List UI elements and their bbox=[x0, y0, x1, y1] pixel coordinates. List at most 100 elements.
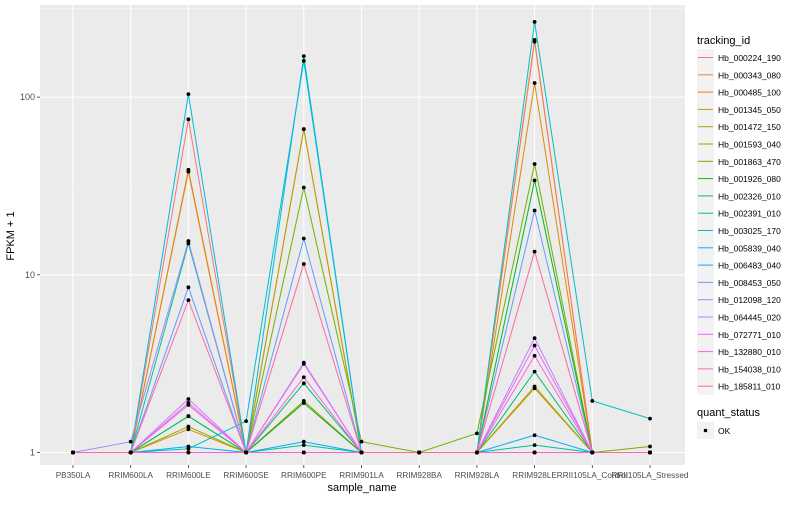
x-tick-label: RRIM600LA bbox=[108, 471, 153, 480]
data-point bbox=[186, 427, 191, 432]
data-point bbox=[71, 450, 75, 455]
legend-item-label: Hb_005839_040 bbox=[718, 243, 781, 253]
data-point bbox=[532, 178, 537, 183]
data-point bbox=[301, 375, 306, 380]
data-point bbox=[532, 369, 537, 374]
legend-title: tracking_id bbox=[697, 35, 750, 47]
legend-item-label: Hb_154038_010 bbox=[718, 364, 781, 374]
x-tick-label: RRIM928LE bbox=[512, 471, 557, 480]
data-point bbox=[532, 249, 537, 254]
data-point bbox=[359, 450, 364, 455]
panel-background bbox=[40, 5, 685, 465]
legend-item-label: Hb_000343_080 bbox=[718, 70, 781, 80]
data-point bbox=[301, 262, 306, 266]
data-point bbox=[590, 450, 595, 455]
y-tick-label: 1 bbox=[30, 447, 35, 457]
legend-item-label: Hb_001926_080 bbox=[718, 174, 781, 184]
data-point bbox=[532, 384, 537, 389]
legend-item-label: Hb_132880_010 bbox=[718, 347, 781, 357]
data-point bbox=[532, 343, 537, 348]
x-tick-label: RRIM901LA bbox=[339, 471, 384, 480]
legend-item-label: Hb_002326_010 bbox=[718, 191, 781, 201]
data-point bbox=[532, 39, 537, 44]
data-point bbox=[532, 443, 537, 448]
legend-item-label: Hb_006483_040 bbox=[718, 261, 781, 271]
data-point bbox=[301, 401, 306, 405]
data-point bbox=[128, 450, 133, 455]
data-point bbox=[186, 450, 191, 455]
legend-item-label: Hb_185811_010 bbox=[718, 382, 781, 392]
data-point bbox=[186, 117, 191, 122]
legend-item-label: Hb_001472_150 bbox=[718, 122, 781, 132]
data-point bbox=[301, 54, 306, 59]
legend-item-label: Hb_001863_470 bbox=[718, 157, 781, 167]
data-point bbox=[244, 450, 249, 455]
data-point bbox=[186, 167, 191, 172]
x-tick-label: RRIM600LE bbox=[166, 471, 211, 480]
legend-item-label: Hb_064445_020 bbox=[718, 313, 781, 323]
legend-item-label: Hb_000224_190 bbox=[718, 53, 781, 63]
legend-item-label: Hb_012098_120 bbox=[718, 295, 781, 305]
data-point bbox=[301, 439, 306, 444]
data-point bbox=[301, 58, 306, 63]
data-point bbox=[301, 185, 306, 190]
data-point bbox=[532, 336, 537, 341]
legend-item-label: Hb_003025_170 bbox=[718, 226, 781, 236]
x-tick-label: RRIM928BA bbox=[396, 471, 442, 480]
shape-legend-title: quant_status bbox=[697, 407, 760, 419]
x-tick-label: RRII105LA_Stressed bbox=[612, 471, 689, 480]
shape-legend-label: OK bbox=[718, 426, 731, 436]
y-axis: 1 10 100 bbox=[20, 92, 40, 457]
data-point bbox=[648, 416, 652, 421]
grid-lines bbox=[40, 5, 685, 465]
legend-items: Hb_000224_190 Hb_000343_080 Hb_000485_100 H… bbox=[697, 49, 781, 395]
data-point bbox=[417, 450, 422, 455]
data-point bbox=[128, 439, 133, 444]
data-point bbox=[532, 208, 537, 213]
data-point bbox=[301, 381, 306, 386]
x-tick-label: RRIM600SE bbox=[223, 471, 269, 480]
data-point bbox=[532, 162, 537, 166]
legend-item-label: Hb_008453_050 bbox=[718, 278, 781, 288]
x-tick-label: PB350LA bbox=[56, 471, 91, 480]
data-point bbox=[244, 419, 249, 424]
data-point bbox=[532, 353, 537, 358]
y-axis-title: FPKM + 1 bbox=[5, 211, 17, 260]
data-point bbox=[590, 399, 595, 403]
data-point bbox=[648, 444, 652, 449]
data-point bbox=[186, 397, 191, 401]
legend-item-label: Hb_000485_100 bbox=[718, 88, 781, 98]
x-tick-label: RRIM600PE bbox=[281, 471, 327, 480]
y-tick-label: 10 bbox=[25, 270, 35, 280]
data-points bbox=[71, 20, 652, 455]
x-tick-label: RRIM928LA bbox=[455, 471, 500, 480]
data-point bbox=[532, 81, 537, 85]
data-point bbox=[186, 239, 191, 243]
data-point bbox=[301, 236, 306, 241]
data-point bbox=[301, 443, 306, 448]
data-point bbox=[186, 414, 191, 419]
data-point bbox=[301, 127, 306, 132]
data-point bbox=[186, 444, 191, 449]
x-tick-label: RRII105LA_Control bbox=[557, 471, 628, 480]
data-point bbox=[186, 424, 191, 429]
data-point bbox=[532, 450, 537, 455]
x-axis: PB350LA RRIM600LA RRIM600LE RRIM600SE RRIM60… bbox=[56, 465, 689, 480]
y-tick-label: 100 bbox=[20, 92, 35, 102]
x-axis-title: sample_name bbox=[327, 482, 396, 494]
data-point bbox=[186, 285, 191, 290]
data-point bbox=[186, 298, 191, 303]
legend-item-label: Hb_001593_040 bbox=[718, 140, 781, 150]
data-point bbox=[301, 450, 306, 455]
shape-legend-point bbox=[703, 428, 708, 433]
legend-item-label: Hb_072771_010 bbox=[718, 330, 781, 340]
legend-item-label: Hb_002391_010 bbox=[718, 209, 781, 219]
data-point bbox=[475, 450, 479, 455]
data-point bbox=[301, 362, 306, 366]
legend: tracking_id Hb_000224_190Hb_000343_080Hb… bbox=[697, 35, 781, 439]
data-point bbox=[532, 433, 537, 438]
data-point bbox=[532, 20, 537, 24]
data-point bbox=[186, 403, 191, 407]
